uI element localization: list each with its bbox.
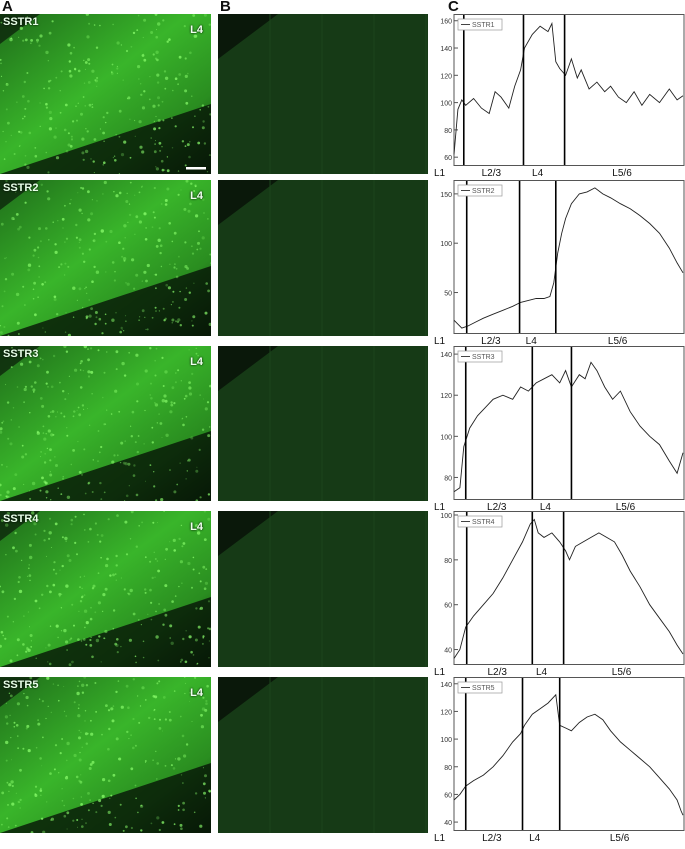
- layer-label: L5/6: [615, 502, 636, 513]
- y-tick-label: 140: [440, 352, 452, 359]
- legend-label: SSTR5: [472, 685, 495, 692]
- layer-label: L1: [434, 667, 446, 678]
- legend: SSTR1: [457, 18, 503, 31]
- micrograph-b: [218, 346, 428, 501]
- y-tick-label: 40: [444, 648, 452, 655]
- series-line: [453, 518, 684, 659]
- profile-chart-svg: 60 80 100 120 140 160 SSTR1: [440, 14, 685, 166]
- y-tick-label: 80: [444, 558, 452, 565]
- micrograph-a: SSTR1 L4: [0, 14, 211, 174]
- panel-label-a: A: [2, 0, 13, 15]
- receptor-label: SSTR3: [3, 348, 39, 360]
- layer-labels: L1 L2/3 L4 L5/6: [434, 502, 685, 518]
- panel-label-c: C: [448, 0, 459, 15]
- profile-chart-svg: 40 60 80 100 120 140 SSTR5: [440, 677, 685, 831]
- layer-label: L5/6: [607, 336, 628, 347]
- layer-label: L2/3: [487, 502, 507, 513]
- layer-label: L4: [529, 833, 541, 844]
- layer-4-label: L4: [190, 24, 203, 36]
- y-tick-label: 40: [444, 820, 452, 827]
- layer-label: L2/3: [487, 667, 507, 678]
- layer-label: L1: [434, 833, 446, 844]
- micrograph-a: SSTR4 L4: [0, 511, 211, 667]
- y-tick-label: 140: [440, 46, 452, 53]
- profile-chart-svg: 80 100 120 140 SSTR3: [440, 346, 685, 500]
- series-line: [453, 187, 684, 329]
- y-tick-label: 80: [444, 475, 452, 482]
- layer-label: L2/3: [481, 168, 502, 179]
- legend: SSTR4: [457, 515, 503, 528]
- profile-chart-svg: 40 60 80 100 SSTR4: [440, 511, 685, 665]
- layer-label: L1: [434, 336, 446, 347]
- micrograph-b: [218, 511, 428, 667]
- layer-label: L5/6: [612, 168, 632, 179]
- layer-4-label: L4: [190, 521, 203, 533]
- y-tick-label: 140: [440, 682, 452, 689]
- legend: SSTR3: [457, 350, 503, 363]
- panel-label-b: B: [220, 0, 231, 15]
- y-tick-label: 60: [444, 603, 452, 610]
- legend-label: SSTR4: [472, 519, 495, 526]
- micrograph-b: [218, 14, 428, 174]
- y-tick-label: 100: [440, 434, 452, 441]
- layer-4-label: L4: [190, 190, 203, 202]
- legend-label: SSTR3: [472, 354, 495, 361]
- layer-label: L4: [525, 336, 537, 347]
- micrograph-a: SSTR3 L4: [0, 346, 211, 501]
- y-tick-label: 50: [444, 291, 452, 298]
- layer-label: L2/3: [482, 833, 502, 844]
- layer-label: L5/6: [611, 667, 632, 678]
- profile-chart: 40 60 80 100 120 140 SSTR5 L1 L2/3 L4 L5/6: [434, 677, 685, 847]
- layer-label: L5/6: [609, 833, 630, 844]
- layer-label: L2/3: [481, 336, 501, 347]
- receptor-label: SSTR1: [3, 16, 39, 28]
- receptor-label: SSTR5: [3, 679, 39, 691]
- layer-labels: L1 L2/3 L4 L5/6: [434, 833, 685, 849]
- profile-chart: 40 60 80 100 SSTR4 L1 L2/3 L4 L5/6: [434, 511, 685, 681]
- legend-label: SSTR1: [472, 22, 495, 29]
- legend: SSTR2: [457, 184, 503, 197]
- y-tick-label: 100: [440, 241, 452, 248]
- layer-labels: L1 L2/3 L4 L5/6: [434, 336, 685, 352]
- series-line: [453, 693, 684, 816]
- layer-label: L1: [434, 502, 446, 513]
- y-tick-label: 100: [440, 737, 452, 744]
- y-tick-label: 120: [440, 73, 452, 80]
- y-tick-label: 100: [440, 513, 452, 520]
- receptor-label: SSTR4: [3, 513, 39, 525]
- profile-chart: 60 80 100 120 140 160 SSTR1 L1 L2/3 L4 L5/6: [434, 14, 685, 182]
- receptor-label: SSTR2: [3, 182, 39, 194]
- y-tick-label: 100: [440, 101, 452, 108]
- y-tick-label: 80: [444, 765, 452, 772]
- layer-4-label: L4: [190, 356, 203, 368]
- layer-label: L4: [532, 168, 544, 179]
- series-line: [453, 21, 684, 155]
- layer-4-label: L4: [190, 687, 203, 699]
- y-tick-label: 120: [440, 393, 452, 400]
- y-tick-label: 60: [444, 792, 452, 799]
- profile-chart: 50 100 150 SSTR2 L1 L2/3 L4 L5/6: [434, 180, 685, 350]
- y-tick-label: 160: [440, 19, 452, 26]
- y-tick-label: 80: [444, 128, 452, 135]
- y-tick-label: 120: [440, 709, 452, 716]
- layer-labels: L1 L2/3 L4 L5/6: [434, 168, 685, 184]
- legend: SSTR5: [457, 681, 503, 694]
- profile-chart-svg: 50 100 150 SSTR2: [440, 180, 685, 334]
- layer-label: L4: [539, 502, 551, 513]
- micrograph-b: [218, 180, 428, 336]
- profile-chart: 80 100 120 140 SSTR3 L1 L2/3 L4 L5/6: [434, 346, 685, 516]
- y-tick-label: 60: [444, 155, 452, 162]
- layer-labels: L1 L2/3 L4 L5/6: [434, 667, 685, 683]
- micrograph-a: SSTR2 L4: [0, 180, 211, 336]
- layer-label: L4: [535, 667, 548, 678]
- micrograph-a: SSTR5 L4: [0, 677, 211, 833]
- y-tick-label: 150: [440, 192, 452, 199]
- layer-label: L1: [434, 168, 446, 179]
- series-line: [453, 361, 684, 493]
- legend-label: SSTR2: [472, 188, 495, 195]
- micrograph-b: [218, 677, 428, 833]
